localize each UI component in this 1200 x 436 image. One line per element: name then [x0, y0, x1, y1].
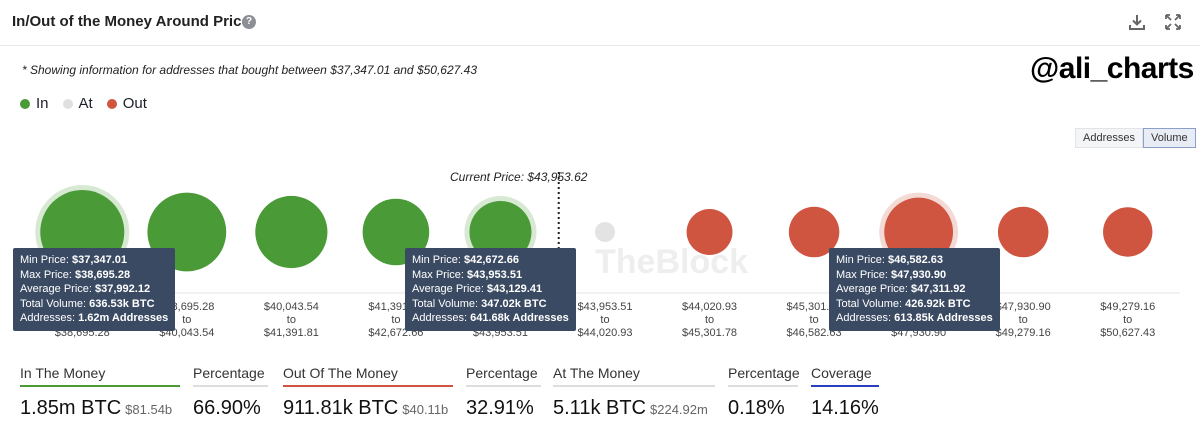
legend: In At Out — [20, 95, 147, 112]
author-handle: @ali_charts — [1030, 52, 1194, 85]
metric-toggle: Addresses Volume — [1075, 128, 1196, 148]
tick-label-to-word: to — [1123, 314, 1132, 326]
help-icon[interactable]: ? — [242, 15, 256, 29]
stat-label: Percentage — [728, 365, 800, 387]
tick-label-to: $45,301.78 — [682, 327, 737, 339]
bubble-6[interactable] — [595, 222, 615, 242]
legend-label-in: In — [36, 95, 49, 112]
stat-sub-value: $224.92m — [650, 402, 708, 417]
tick-label-to-word: to — [182, 314, 191, 326]
tooltip-avg-price: $37,992.12 — [95, 283, 151, 295]
download-icon[interactable] — [1128, 13, 1146, 31]
legend-label-at: At — [78, 95, 93, 112]
tick-label-from: $40,043.54 — [264, 301, 319, 313]
current-price-label: Current Price: $43,953.62 — [450, 170, 588, 184]
chart-title: In/Out of the Money Around Price — [12, 13, 250, 30]
tooltip-total-volume: 426.92k BTC — [905, 297, 971, 310]
stat-coverage: Coverage 14.16% — [811, 365, 879, 420]
tick-label-to-word: to — [600, 314, 609, 326]
tooltip-max-price: $47,930.90 — [891, 268, 947, 281]
volume-toggle-button[interactable]: Volume — [1142, 128, 1196, 148]
tick-label-to: $44,020.93 — [577, 327, 632, 339]
stat-label: In The Money — [20, 365, 180, 387]
legend-item-at[interactable]: At — [62, 95, 93, 112]
tooltip-addresses: 1.62m Addresses — [78, 312, 169, 324]
tick-label-to-word: to — [287, 314, 296, 326]
tooltip-total-volume: 636.53k BTC — [89, 297, 155, 310]
stat-sub-value: $81.54b — [125, 402, 173, 417]
tick-label-to-word: to — [809, 314, 818, 326]
bubble-7[interactable] — [686, 209, 733, 255]
tooltip-addresses: 641.68k Addresses — [470, 312, 569, 324]
tick-label-from: $45,301.78 — [787, 301, 842, 313]
chart-header: In/Out of the Money Around Price ? — [0, 0, 1200, 46]
stat-sub-value: $40.11b — [402, 402, 449, 417]
stat-label: At The Money — [553, 365, 715, 387]
stat-value: 66.90% — [193, 397, 261, 419]
stat-value: 14.16% — [811, 397, 879, 419]
stat-value: 0.18% — [728, 397, 785, 419]
stat-value: 32.91% — [466, 397, 534, 419]
tooltip-min-price: $37,347.01 — [71, 254, 128, 266]
stat-in-percentage: Percentage 66.90% — [193, 365, 268, 420]
tooltip-avg-price: $47,311.92 — [911, 283, 966, 295]
tick-label-to-word: to — [1019, 314, 1028, 326]
tick-label-to: $49,279.16 — [996, 327, 1051, 339]
bubble-11[interactable] — [1103, 207, 1153, 257]
legend-dot-in — [20, 98, 30, 109]
tick-label-from: $43,953.51 — [577, 301, 632, 313]
legend-dot-at — [62, 98, 73, 109]
tick-label-to: $46,582.63 — [787, 327, 842, 339]
addresses-toggle-button[interactable]: Addresses — [1075, 128, 1143, 148]
tooltip-max-price: $43,953.51 — [467, 268, 523, 281]
tooltip-bucket-5: Min Price: $42,672.66 Max Price: $43,953… — [405, 248, 576, 331]
tick-label-to-word: to — [705, 314, 714, 326]
tooltip-bucket-1: Min Price: $37,347.01 Max Price: $38,695… — [13, 248, 176, 331]
stat-at-the-money: At The Money 5.11k BTC $224.92m — [553, 365, 715, 420]
stat-value: 1.85m BTC — [20, 397, 122, 419]
tooltip-avg-price: $43,129.41 — [487, 283, 543, 295]
bubble-chart: TheBlock$37,347.01to$38,695.28$38,695.28… — [30, 172, 1180, 339]
tooltip-min-price: $46,582.63 — [887, 254, 944, 266]
stat-label: Coverage — [811, 365, 879, 387]
range-note: * Showing information for addresses that… — [22, 63, 477, 77]
expand-icon[interactable] — [1164, 13, 1182, 31]
stat-in-the-money: In The Money 1.85m BTC $81.54b — [20, 365, 180, 420]
tick-label-from: $47,930.90 — [996, 301, 1051, 313]
stat-at-percentage: Percentage 0.18% — [728, 365, 800, 420]
stat-label: Percentage — [466, 365, 541, 387]
tooltip-bucket-9: Min Price: $46,582.63 Max Price: $47,930… — [829, 248, 1000, 331]
legend-item-in[interactable]: In — [20, 95, 49, 112]
tooltip-total-volume: 347.02k BTC — [481, 297, 547, 310]
tick-label-to-word: to — [391, 314, 400, 326]
bubble-3[interactable] — [255, 195, 328, 269]
tooltip-addresses: 613.85k Addresses — [894, 312, 993, 324]
tick-label-from: $49,279.16 — [1100, 301, 1155, 313]
bubble-5[interactable] — [469, 200, 532, 264]
stat-value: 5.11k BTC — [553, 397, 646, 419]
stat-label: Out Of The Money — [283, 365, 453, 387]
tick-label-to: $41,391.81 — [264, 327, 319, 339]
stat-value: 911.81k BTC — [283, 397, 399, 419]
legend-dot-out — [106, 98, 117, 109]
tooltip-max-price: $38,695.28 — [75, 268, 131, 281]
stat-out-of-the-money: Out Of The Money 911.81k BTC $40.11b — [283, 365, 453, 420]
stat-out-percentage: Percentage 32.91% — [466, 365, 541, 420]
legend-item-out[interactable]: Out — [106, 95, 147, 112]
legend-label-out: Out — [122, 95, 147, 112]
summary-stats: In The Money 1.85m BTC $81.54b Percentage… — [0, 365, 1200, 435]
bubble-10[interactable] — [997, 206, 1049, 258]
tooltip-min-price: $42,672.66 — [463, 254, 520, 266]
tick-label-to: $50,627.43 — [1100, 327, 1155, 339]
stat-label: Percentage — [193, 365, 268, 387]
bubble-8[interactable] — [788, 206, 840, 258]
tick-label-from: $44,020.93 — [682, 301, 737, 313]
